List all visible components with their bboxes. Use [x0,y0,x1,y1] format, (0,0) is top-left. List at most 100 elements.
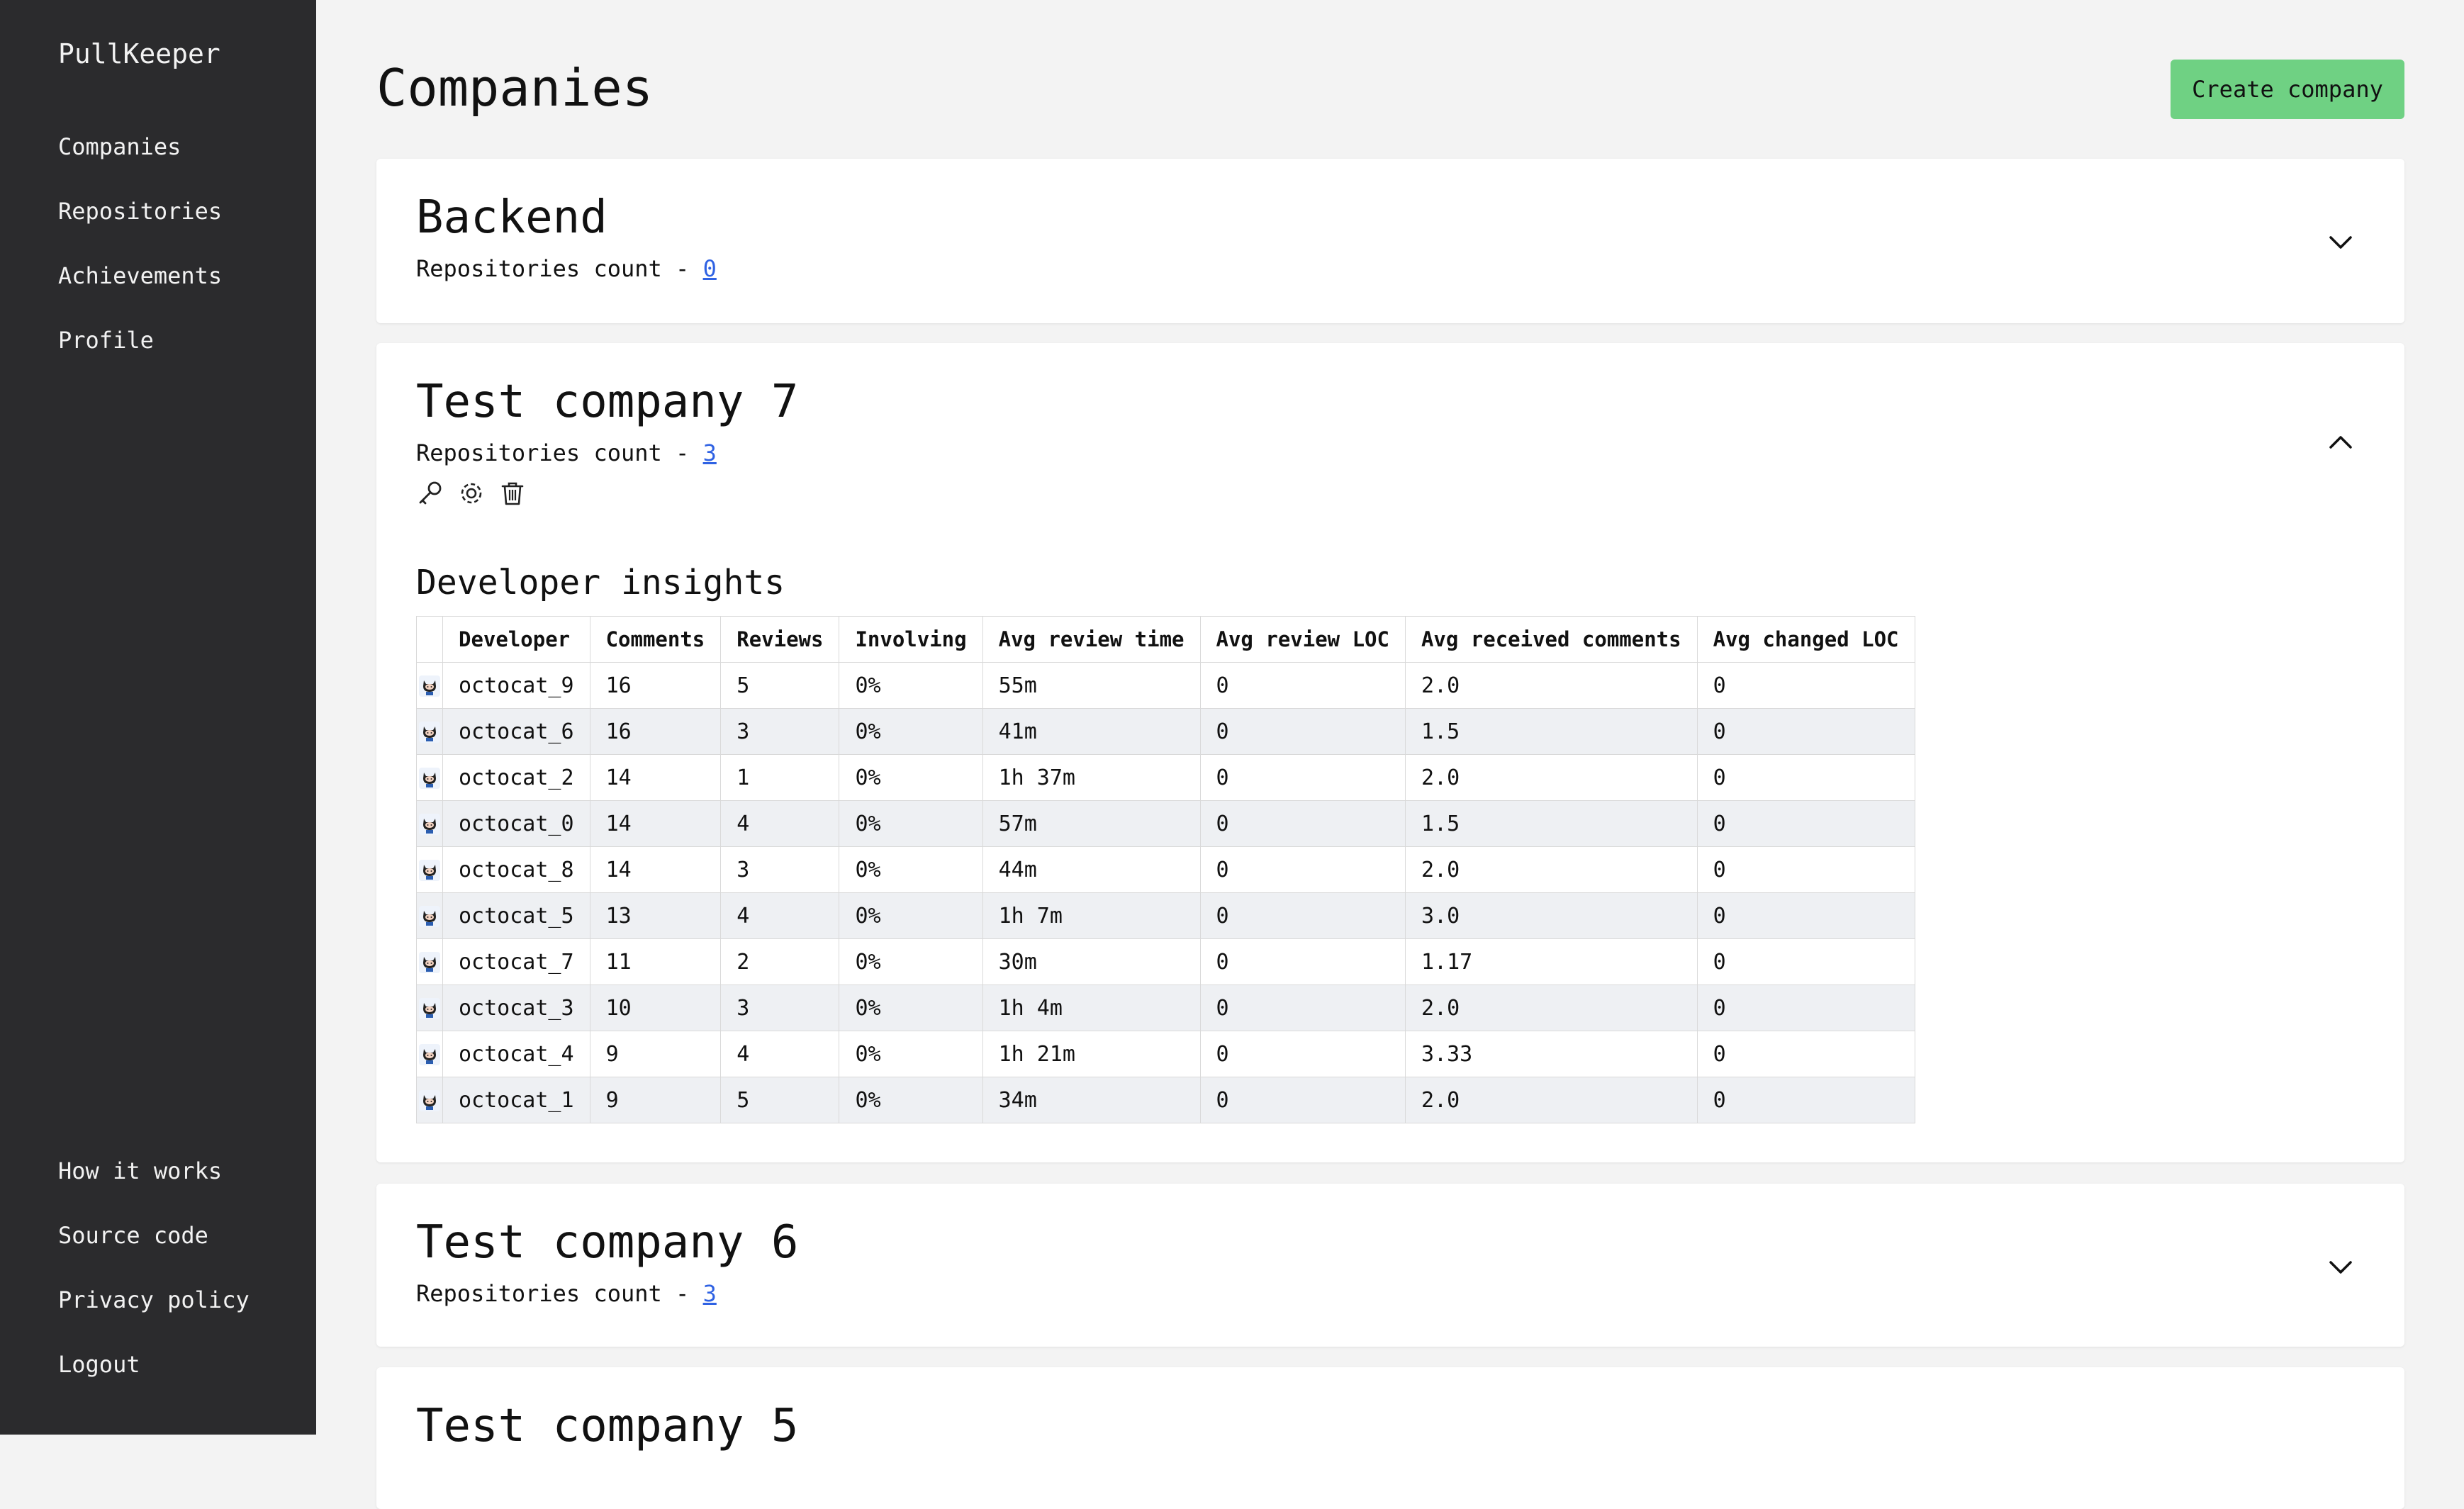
cell-reviews: 5 [720,1077,840,1123]
cell-avg-review-time: 55m [982,662,1201,709]
developer-insights-title: Developer insights [416,563,785,602]
column-header-avg-review-time[interactable]: Avg review time [982,616,1201,663]
cell-developer[interactable]: octocat_1 [442,1077,590,1123]
cell-involving: 0% [839,985,983,1031]
cell-developer[interactable]: octocat_8 [442,846,590,893]
company-card-backend: Backend Repositories count - 0 [376,159,2404,323]
cell-avg-review-loc: 0 [1199,985,1406,1031]
avatar [419,860,440,881]
chevron-up-icon[interactable] [2326,428,2355,456]
cell-avg-changed-loc: 0 [1696,892,1915,939]
cell-avg-review-time: 44m [982,846,1201,893]
table-row: octocat_0 14 4 0% 57m 0 1.5 0 [416,800,1915,847]
cell-avg-review-time: 1h 7m [982,892,1201,939]
cell-developer[interactable]: octocat_3 [442,985,590,1031]
cell-involving: 0% [839,1077,983,1123]
cell-avg-changed-loc: 0 [1696,800,1915,847]
company-card-test-company-5: Test company 5 [376,1367,2404,1509]
cell-avg-review-time: 1h 4m [982,985,1201,1031]
gear-icon[interactable] [457,479,486,507]
cell-avg-received-comments: 2.0 [1404,846,1698,893]
repositories-count-link[interactable]: 3 [702,439,717,466]
cell-reviews: 5 [720,662,840,709]
column-header-avg-changed-loc[interactable]: Avg changed LOC [1696,616,1915,663]
avatar [419,952,440,973]
cell-avg-review-time: 41m [982,708,1201,755]
cell-developer[interactable]: octocat_6 [442,708,590,755]
sidebar-item-repositories[interactable]: Repositories [58,198,223,225]
cell-reviews: 4 [720,892,840,939]
repositories-count-label: Repositories count - [416,255,703,282]
cell-avg-changed-loc: 0 [1696,754,1915,801]
column-header-involving[interactable]: Involving [839,616,983,663]
cell-developer[interactable]: octocat_4 [442,1031,590,1077]
page-title: Companies [376,58,654,118]
trash-icon[interactable] [498,479,527,507]
avatar-cell [416,892,443,939]
sidebar-item-privacy-policy[interactable]: Privacy policy [58,1286,250,1313]
avatar-cell [416,662,443,709]
column-header-developer[interactable]: Developer [442,616,590,663]
key-icon[interactable] [416,479,444,507]
repositories-count-label: Repositories count - [416,439,703,466]
cell-avg-changed-loc: 0 [1696,985,1915,1031]
repositories-count-link[interactable]: 0 [702,255,717,282]
column-header-avg-received-comments[interactable]: Avg received comments [1404,616,1698,663]
cell-involving: 0% [839,892,983,939]
column-header-comments[interactable]: Comments [589,616,722,663]
sidebar-item-source-code[interactable]: Source code [58,1222,208,1249]
column-header-avg-review-loc[interactable]: Avg review LOC [1199,616,1406,663]
sidebar-item-logout[interactable]: Logout [58,1351,140,1378]
table-row: octocat_6 16 3 0% 41m 0 1.5 0 [416,708,1915,755]
table-row: octocat_7 11 2 0% 30m 0 1.17 0 [416,938,1915,985]
cell-avg-changed-loc: 0 [1696,846,1915,893]
cell-developer[interactable]: octocat_7 [442,938,590,985]
cell-involving: 0% [839,938,983,985]
cell-developer[interactable]: octocat_2 [442,754,590,801]
sidebar-item-companies[interactable]: Companies [58,133,181,160]
cell-comments: 16 [589,662,722,709]
cell-avg-review-time: 57m [982,800,1201,847]
table-header-row: Developer Comments Reviews Involving Avg… [416,616,1915,663]
app-logo[interactable]: PullKeeper [58,38,220,69]
repositories-count-link[interactable]: 3 [702,1280,717,1307]
chevron-down-icon[interactable] [2326,228,2355,257]
chevron-down-icon[interactable] [2326,1253,2355,1281]
company-name: Test company 7 [416,376,799,428]
cell-avg-received-comments: 3.33 [1404,1031,1698,1077]
column-header-reviews[interactable]: Reviews [720,616,840,663]
cell-developer[interactable]: octocat_5 [442,892,590,939]
sidebar-item-profile[interactable]: Profile [58,327,154,354]
cell-avg-received-comments: 2.0 [1404,754,1698,801]
cell-avg-review-time: 30m [982,938,1201,985]
sidebar-item-achievements[interactable]: Achievements [58,262,223,289]
table-row: octocat_8 14 3 0% 44m 0 2.0 0 [416,846,1915,893]
cell-reviews: 3 [720,846,840,893]
cell-avg-review-loc: 0 [1199,1031,1406,1077]
table-row: octocat_5 13 4 0% 1h 7m 0 3.0 0 [416,892,1915,939]
avatar [419,998,440,1019]
company-actions [416,479,527,507]
create-company-button[interactable]: Create company [2171,60,2404,119]
cell-reviews: 4 [720,800,840,847]
sidebar-item-how-it-works[interactable]: How it works [58,1157,223,1184]
cell-avg-review-time: 1h 21m [982,1031,1201,1077]
avatar-cell [416,708,443,755]
cell-avg-received-comments: 2.0 [1404,985,1698,1031]
cell-avg-received-comments: 1.5 [1404,800,1698,847]
cell-avg-received-comments: 2.0 [1404,662,1698,709]
cell-reviews: 3 [720,985,840,1031]
cell-avg-received-comments: 1.5 [1404,708,1698,755]
cell-involving: 0% [839,800,983,847]
cell-comments: 10 [589,985,722,1031]
cell-developer[interactable]: octocat_9 [442,662,590,709]
cell-avg-changed-loc: 0 [1696,1077,1915,1123]
cell-avg-review-time: 1h 37m [982,754,1201,801]
cell-developer[interactable]: octocat_0 [442,800,590,847]
avatar [419,1090,440,1111]
sidebar-nav-top: Companies Repositories Achievements Prof… [58,129,222,387]
company-name: Test company 6 [416,1216,799,1269]
cell-avg-review-loc: 0 [1199,938,1406,985]
avatar [419,906,440,927]
avatar-cell [416,846,443,893]
